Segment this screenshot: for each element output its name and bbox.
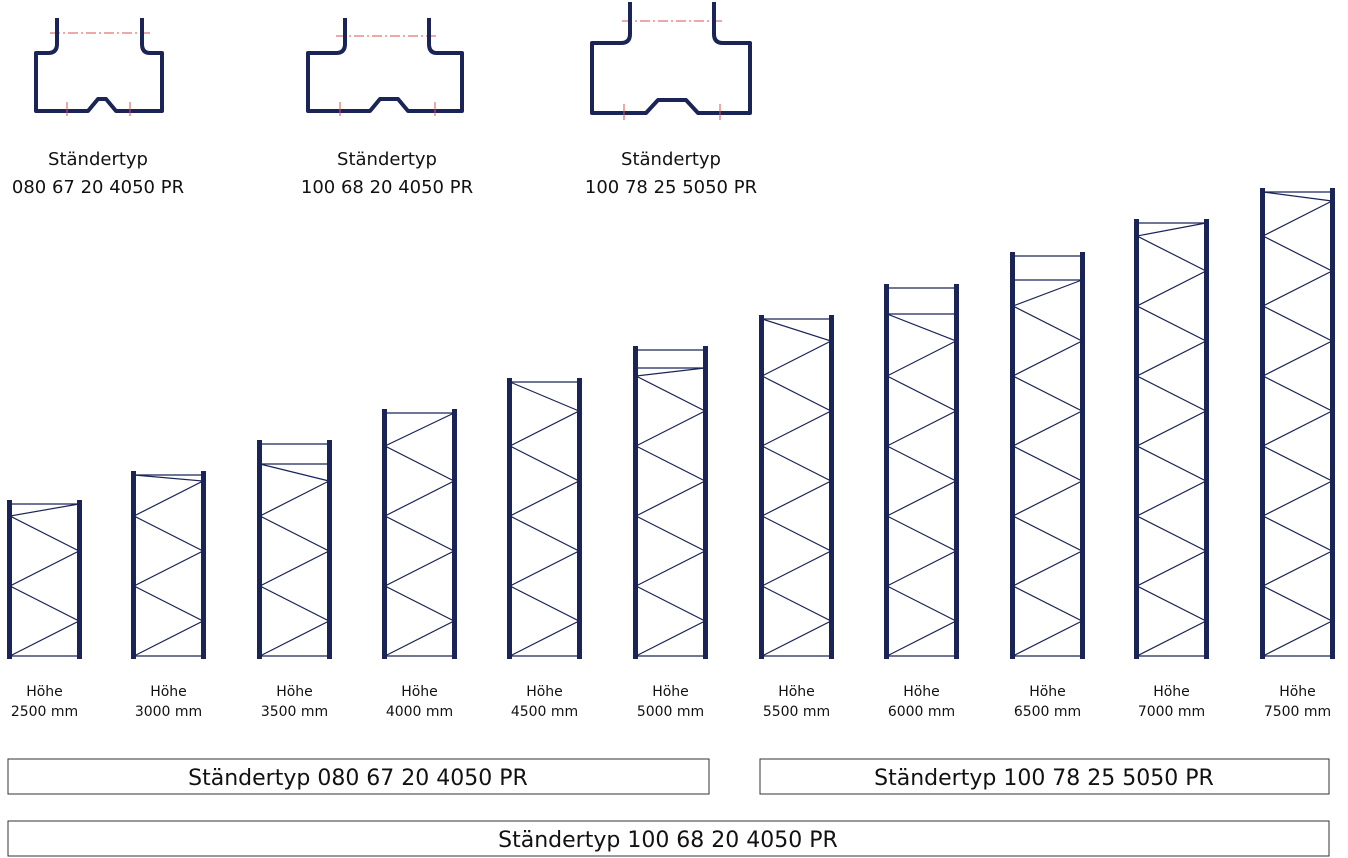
legend-box-right: Ständertyp 100 78 25 5050 PR [759,758,1330,795]
frame-upright [327,440,332,659]
profile-section-3: Ständertyp 100 78 25 5050 PR [585,2,757,198]
profile-section-2: Ständertyp 100 68 20 4050 PR [301,18,473,198]
rack-frame: Höhe 2500 mm [7,500,82,720]
frame-upright [382,409,387,659]
profile-outline [590,2,752,115]
frame-bracing [1011,279,1084,657]
frame-bracing [1261,191,1335,657]
profile-label-title: Ständertyp [621,149,721,170]
frame-upright [7,500,12,659]
rack-frame: Höhe 6500 mm [1010,252,1085,720]
frame-upright [1260,188,1265,659]
frame-height-label: Höhe [526,684,563,700]
frame-height-label: Höhe [1279,684,1316,700]
frame-height-label: Höhe [26,684,63,700]
frame-upright [829,315,834,659]
frame-upright [1080,252,1085,659]
frame-height-label: Höhe [150,684,187,700]
frame-upright [1204,219,1209,659]
frame-upright [507,378,512,659]
rack-frame: Höhe 3000 mm [131,471,206,720]
frame-height-value: 6000 mm [888,704,955,720]
frame-height-value: 2500 mm [11,704,78,720]
legend-box-border [759,758,1330,795]
frame-height-value: 3000 mm [135,704,202,720]
legend-label: Ständertyp 100 78 25 5050 PR [874,766,1214,791]
profile-label-code: 100 68 20 4050 PR [301,177,473,198]
frame-upright [131,471,136,659]
frame-height-value: 4000 mm [386,704,453,720]
frame-height-value: 5500 mm [763,704,830,720]
legend-box-left: Ständertyp 080 67 20 4050 PR [7,758,710,795]
frame-bracing [132,474,206,657]
rack-frame: Höhe 5000 mm [633,346,708,720]
frame-height-value: 6500 mm [1014,704,1081,720]
frame-bracing [1135,222,1208,657]
frame-height-value: 4500 mm [511,704,578,720]
frame-upright [577,378,582,659]
frame-height-label: Höhe [903,684,940,700]
legend-box-bottom: Ständertyp 100 68 20 4050 PR [7,820,1330,857]
frame-upright [452,409,457,659]
profile-label-code: 100 78 25 5050 PR [585,177,757,198]
frame-upright [201,471,206,659]
frame-height-value: 5000 mm [637,704,704,720]
legend-box-border [7,758,710,795]
legend-box-border [7,820,1330,857]
rack-frames: Höhe 2500 mm Höhe 3000 mm Höhe 3500 mm Höhe 400… [7,188,1335,720]
legend-label: Ständertyp 100 68 20 4050 PR [498,828,838,853]
frame-height-label: Höhe [778,684,815,700]
frame-upright [1134,219,1139,659]
frame-height-label: Höhe [652,684,689,700]
frame-upright [884,284,889,659]
rack-frame: Höhe 6000 mm [884,284,959,720]
rack-frame: Höhe 7000 mm [1134,219,1209,720]
frame-height-value: 3500 mm [261,704,328,720]
frame-upright [77,500,82,659]
frame-upright [633,346,638,659]
profile-outline [306,18,464,113]
frame-bracing [508,381,581,657]
frame-height-label: Höhe [401,684,438,700]
frame-bracing [258,463,331,657]
frame-height-label: Höhe [1153,684,1190,700]
frame-upright [1010,252,1015,659]
rack-frame: Höhe 5500 mm [759,315,834,720]
frame-height-value: 7000 mm [1138,704,1205,720]
profile-section-1: Ständertyp 080 67 20 4050 PR [12,18,184,198]
frame-height-value: 7500 mm [1264,704,1331,720]
profile-label-title: Ständertyp [337,149,437,170]
rack-frame: Höhe 4500 mm [507,378,582,720]
rack-frame: Höhe 7500 mm [1260,188,1335,720]
profile-label-title: Ständertyp [48,149,148,170]
frame-height-label: Höhe [1029,684,1066,700]
frame-bracing [383,412,456,657]
frame-upright [257,440,262,659]
frame-height-label: Höhe [276,684,313,700]
profile-outline [34,18,164,113]
profile-label-code: 080 67 20 4050 PR [12,177,184,198]
legend-label: Ständertyp 080 67 20 4050 PR [188,766,528,791]
frame-bracing [633,367,707,657]
frame-bracing [760,318,833,657]
frame-upright [703,346,708,659]
frame-upright [759,315,764,659]
rack-frame: Höhe 4000 mm [382,409,457,720]
frame-bracing [8,503,81,657]
frame-upright [1330,188,1335,659]
rack-frame: Höhe 3500 mm [257,440,332,720]
frame-bracing [885,313,958,657]
frame-upright [954,284,959,659]
